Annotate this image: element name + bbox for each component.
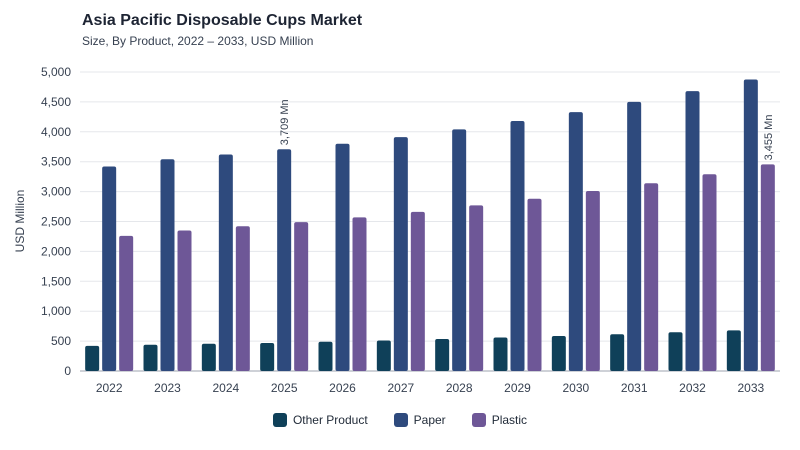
legend-label: Plastic <box>491 413 528 427</box>
data-label: 3,709 Mn <box>279 99 291 145</box>
legend-swatch <box>471 413 486 427</box>
legend: Other Product Paper Plastic <box>0 413 800 427</box>
bar-plastic <box>177 230 192 371</box>
y-tick-label: 4,000 <box>41 125 71 139</box>
legend-swatch <box>272 413 287 427</box>
legend-item-paper: Paper <box>393 413 446 427</box>
legend-item-plastic: Plastic <box>471 413 528 427</box>
bar-paper <box>452 129 467 371</box>
x-tick-label: 2025 <box>271 381 298 395</box>
x-tick-label: 2023 <box>154 381 181 395</box>
bar-plastic <box>235 226 250 371</box>
bar-plastic <box>644 183 659 371</box>
y-tick-label: 3,000 <box>41 185 71 199</box>
y-tick-label: 5,000 <box>41 65 71 79</box>
y-axis-ticks: 0 500 1,000 1,500 2,000 2,500 3,000 3,500 4,000 4… <box>41 65 71 378</box>
bar-other-product <box>143 344 158 371</box>
bar-plastic <box>527 198 542 371</box>
chart-subtitle: Size, By Product, 2022 – 2033, USD Milli… <box>82 34 314 48</box>
bar-paper <box>102 166 117 371</box>
x-tick-label: 2027 <box>387 381 414 395</box>
bar-paper <box>568 112 583 371</box>
x-axis-ticks: 2022 2023 2024 2025 2026 2027 2028 2029 2030 2031… <box>96 381 765 395</box>
y-tick-label: 0 <box>64 364 71 378</box>
x-tick-label: 2031 <box>621 381 648 395</box>
bar-other-product <box>260 343 275 371</box>
x-tick-label: 2033 <box>737 381 764 395</box>
grid-lines <box>80 71 780 372</box>
legend-label: Paper <box>413 413 446 427</box>
y-tick-label: 1,000 <box>41 304 71 318</box>
bar-plastic <box>294 222 309 371</box>
x-tick-label: 2030 <box>562 381 589 395</box>
y-tick-label: 4,500 <box>41 95 71 109</box>
y-axis-label: USD Million <box>13 190 27 253</box>
y-tick-label: 3,500 <box>41 155 71 169</box>
x-tick-label: 2029 <box>504 381 531 395</box>
legend-swatch <box>393 413 408 427</box>
bar-paper <box>743 79 758 371</box>
bar-other-product <box>85 345 100 371</box>
bar-other-product <box>726 330 741 371</box>
annotations: 3,709 Mn 3,455 Mn <box>279 99 775 160</box>
x-tick-label: 2026 <box>329 381 356 395</box>
bar-plastic <box>469 205 484 371</box>
bar-paper <box>335 143 350 371</box>
bar-other-product <box>318 341 333 371</box>
bar-plastic <box>702 174 717 371</box>
data-label: 3,455 Mn <box>763 115 775 161</box>
bar-other-product <box>551 336 566 371</box>
bar-plastic <box>585 191 600 371</box>
y-tick-label: 2,000 <box>41 244 71 258</box>
x-tick-label: 2032 <box>679 381 706 395</box>
bar-paper <box>277 149 292 371</box>
bar-other-product <box>201 343 216 371</box>
x-tick-label: 2022 <box>96 381 123 395</box>
bar-plastic <box>410 211 425 371</box>
bar-paper <box>685 91 700 372</box>
bar-paper <box>160 159 175 371</box>
bar-other-product <box>435 339 450 371</box>
y-tick-label: 1,500 <box>41 274 71 288</box>
bar-paper <box>510 121 525 371</box>
bar-other-product <box>376 340 391 371</box>
bar-other-product <box>493 337 508 371</box>
bar-other-product <box>668 332 683 371</box>
chart-title: Asia Pacific Disposable Cups Market <box>82 12 363 29</box>
x-tick-label: 2024 <box>212 381 239 395</box>
x-tick-label: 2028 <box>446 381 473 395</box>
bar-plastic <box>352 217 367 371</box>
y-tick-label: 2,500 <box>41 215 71 229</box>
bar-plastic <box>760 164 775 371</box>
bars <box>85 79 775 372</box>
bar-paper <box>218 154 233 371</box>
bar-paper <box>627 101 642 372</box>
bar-paper <box>393 137 408 371</box>
legend-label: Other Product <box>292 413 368 427</box>
y-tick-label: 500 <box>51 334 71 348</box>
bar-other-product <box>610 334 625 371</box>
legend-item-other-product: Other Product <box>272 413 368 427</box>
bar-plastic <box>119 235 134 371</box>
